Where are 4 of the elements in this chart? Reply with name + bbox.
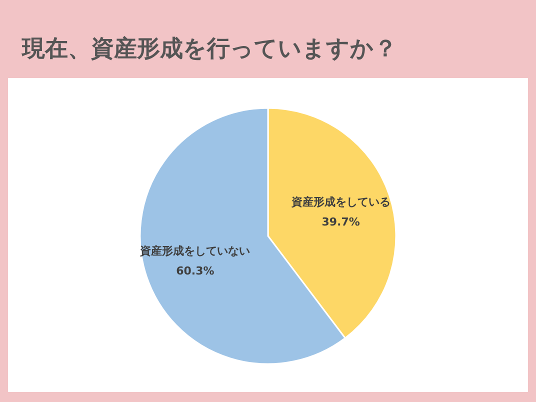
chart-title: 現在、資産形成を行っていますか？ <box>21 35 397 62</box>
data-label: 60.3% <box>176 264 214 278</box>
data-label: 39.7% <box>322 216 360 229</box>
slice-label: 資産形成をしている <box>290 196 390 209</box>
